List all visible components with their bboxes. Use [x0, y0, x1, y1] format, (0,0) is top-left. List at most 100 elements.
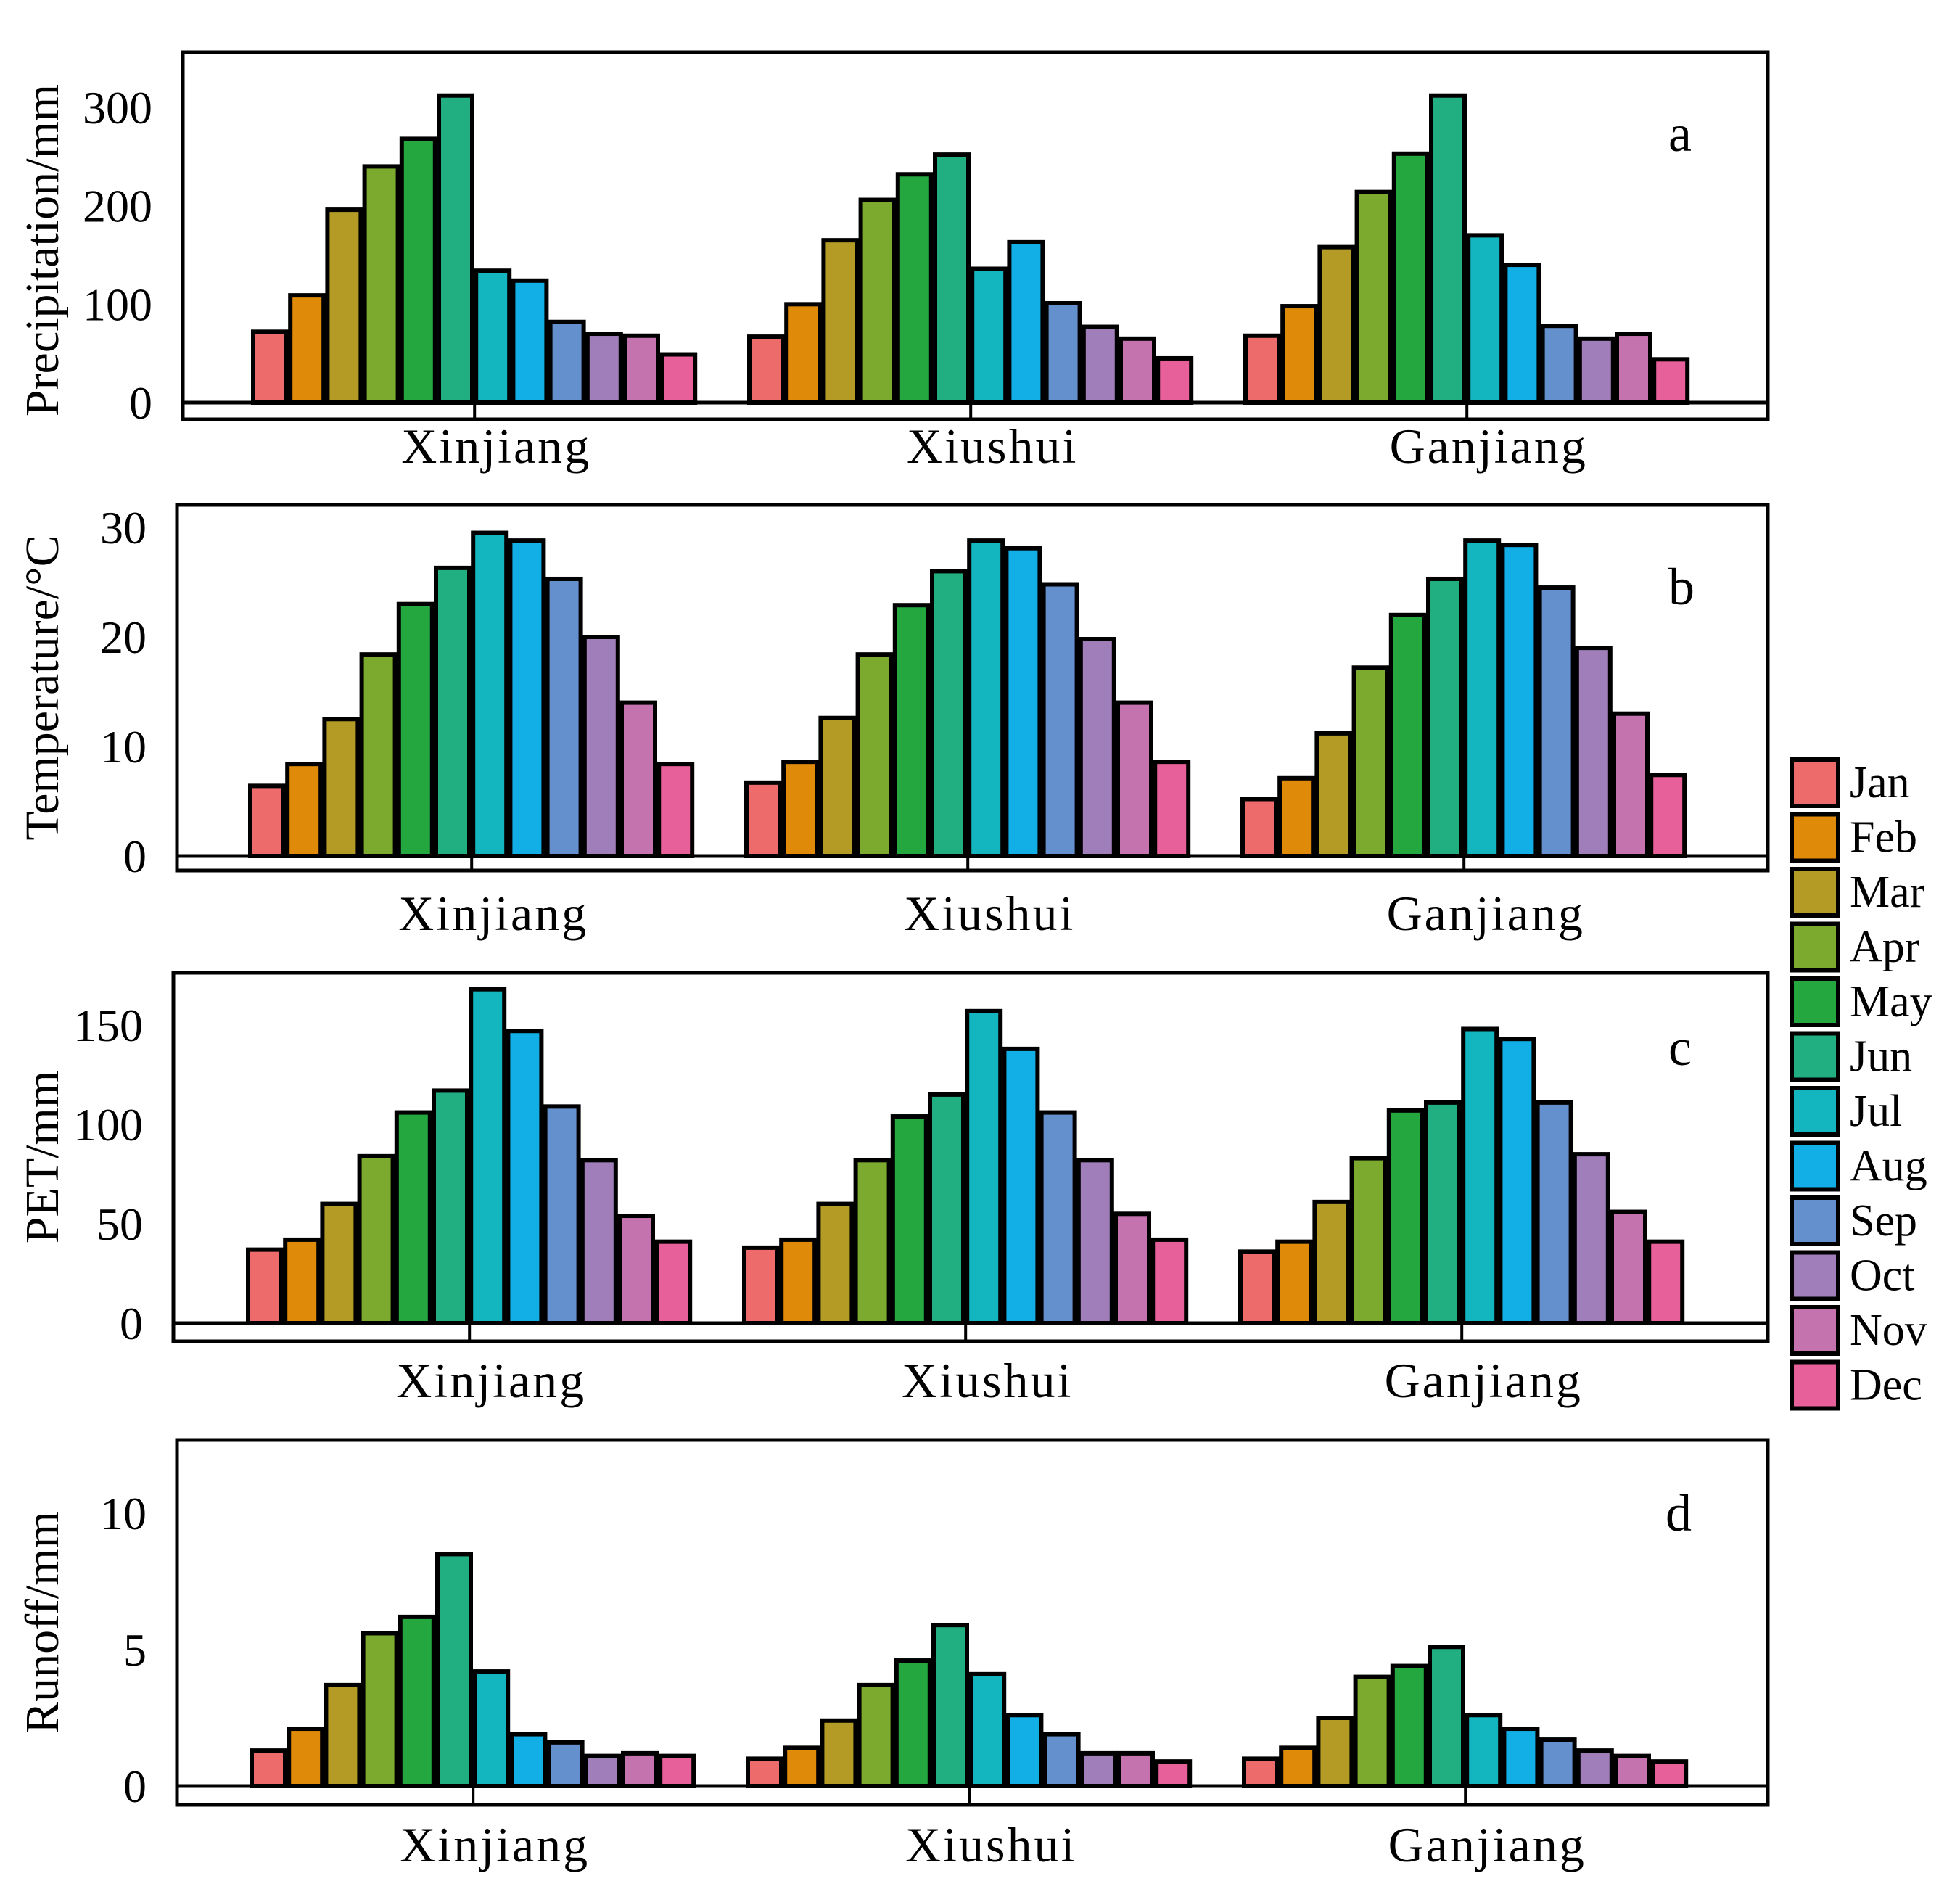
bar-xinjiang-mar — [324, 1682, 362, 1788]
bar-xiushui-nov — [1117, 1750, 1155, 1788]
bar-xiushui-sep — [1041, 582, 1079, 859]
bar-xiushui-dec — [1154, 1759, 1193, 1788]
bar-xinjiang-mar — [325, 207, 363, 405]
bar-ganjiang-nov — [1610, 1209, 1647, 1326]
y-tick-label: 10 — [100, 721, 147, 773]
bar-xinjiang-apr — [361, 1631, 399, 1788]
y-tick-label: 150 — [73, 1000, 143, 1051]
panel-a: 0 100 200 300 Xinjiang Xiushui Ganjiang Precipi… — [16, 50, 1770, 474]
bar-xiushui-oct — [1081, 324, 1119, 405]
bar-xiushui-may — [895, 172, 934, 405]
bar-xinjiang-jan — [250, 1748, 287, 1789]
bar-xinjiang-feb — [283, 1237, 321, 1326]
bar-xinjiang-nov — [617, 1214, 655, 1326]
bar-xiushui-jan — [747, 334, 785, 405]
legend-swatch-mar — [1790, 867, 1840, 918]
bar-xiushui-jul — [967, 538, 1005, 858]
legend-swatch-nov — [1790, 1305, 1840, 1356]
y-tick-label: 300 — [83, 82, 152, 133]
plot-frame — [171, 971, 1770, 1343]
legend-label: May — [1850, 977, 1932, 1026]
x-tick-label: Xiushui — [905, 1817, 1076, 1872]
bar-ganjiang-mar — [1312, 1199, 1351, 1325]
bar-ganjiang-may — [1391, 151, 1430, 405]
bar-ganjiang-oct — [1577, 336, 1615, 406]
bar-xinjiang-jun — [435, 1552, 473, 1788]
bar-ganjiang-oct — [1574, 646, 1613, 858]
bar-ganjiang-sep — [1539, 1737, 1577, 1789]
bar-xinjiang-jul — [474, 268, 512, 405]
legend-swatch-aug — [1790, 1140, 1840, 1192]
bar-ganjiang-aug — [1498, 1037, 1536, 1326]
bar-xinjiang-sep — [548, 319, 586, 405]
bar-ganjiang-feb — [1275, 1239, 1314, 1326]
bar-xinjiang-aug — [506, 1029, 544, 1325]
bar-ganjiang-jul — [1461, 1026, 1499, 1325]
bar-xinjiang-nov — [622, 333, 660, 406]
bar-xinjiang-dec — [658, 1753, 696, 1788]
legend-label: Sep — [1850, 1196, 1917, 1246]
bar-ganjiang-may — [1388, 612, 1427, 858]
bar-xiushui-mar — [818, 715, 857, 858]
bar-xiushui-sep — [1039, 1110, 1077, 1326]
bar-xinjiang-jun — [437, 93, 474, 405]
y-tick-label: 10 — [100, 1488, 147, 1539]
bar-xiushui-dec — [1150, 1237, 1189, 1326]
bar-xiushui-oct — [1079, 1750, 1118, 1788]
bar-xiushui-may — [894, 1658, 932, 1789]
plot-frame — [181, 50, 1770, 421]
bar-xiushui-apr — [853, 1158, 892, 1325]
bar-ganjiang-may — [1390, 1663, 1428, 1789]
panel-letter: b — [1668, 558, 1695, 616]
bar-ganjiang-sep — [1540, 324, 1578, 405]
panel-letter: c — [1668, 1018, 1692, 1077]
bar-xinjiang-aug — [511, 278, 549, 406]
bar-xinjiang-may — [399, 136, 437, 405]
y-tick-label: 200 — [83, 181, 152, 232]
legend-label: Apr — [1850, 923, 1920, 972]
bar-xiushui-feb — [781, 760, 820, 859]
bar-ganjiang-jun — [1429, 93, 1467, 405]
y-tick-label: 0 — [123, 831, 147, 882]
legend-label: Mar — [1850, 868, 1925, 917]
bar-xiushui-may — [892, 603, 931, 859]
bar-xinjiang-sep — [545, 576, 583, 858]
bar-xinjiang-may — [396, 601, 435, 858]
plot-frame — [175, 503, 1770, 873]
bar-xinjiang-oct — [580, 1158, 618, 1325]
legend-label: Jul — [1850, 1087, 1902, 1136]
legend-swatch-dec — [1790, 1359, 1840, 1411]
bar-ganjiang-jan — [1242, 1756, 1280, 1788]
legend-label: Feb — [1850, 813, 1917, 863]
bar-ganjiang-dec — [1649, 773, 1687, 859]
x-tick-label: Ganjiang — [1387, 886, 1585, 941]
panel-c: 0 50 100 150 Xinjiang Xiushui Ganjiang PET/mm c — [16, 971, 1770, 1408]
bar-xiushui-jul — [968, 1671, 1007, 1789]
legend-swatch-oct — [1790, 1250, 1840, 1301]
bar-ganjiang-jan — [1243, 333, 1281, 406]
y-axis-label: PET/mm — [16, 1071, 69, 1243]
bar-ganjiang-jun — [1428, 1645, 1465, 1788]
bar-xiushui-feb — [784, 302, 823, 406]
y-tick-label: 100 — [73, 1099, 143, 1151]
panel-d: 0 5 10 Xinjiang Xiushui Ganjiang Runoff/mm d — [16, 1438, 1770, 1872]
bar-xiushui-apr — [857, 1682, 895, 1788]
bar-ganjiang-sep — [1535, 1100, 1573, 1325]
x-tick-label: Xinjiang — [400, 1817, 590, 1872]
bar-xinjiang-mar — [320, 1201, 358, 1325]
x-tick-label: Xinjiang — [398, 886, 588, 941]
bar-xiushui-feb — [783, 1745, 821, 1789]
bar-xiushui-sep — [1042, 1732, 1081, 1789]
bar-ganjiang-jan — [1240, 797, 1278, 858]
bar-xinjiang-feb — [285, 762, 324, 859]
bar-xinjiang-feb — [288, 293, 326, 405]
panel-letter: a — [1668, 104, 1692, 162]
bar-xiushui-apr — [858, 197, 897, 405]
bar-xiushui-jun — [933, 152, 971, 405]
y-axis-label: Temperature/°C — [16, 535, 69, 840]
bar-ganjiang-oct — [1572, 1152, 1610, 1325]
x-tick-label: Xiushui — [902, 1353, 1073, 1408]
bar-xiushui-jun — [931, 1623, 969, 1788]
bar-ganjiang-nov — [1613, 1753, 1651, 1788]
bar-xiushui-jan — [742, 1245, 780, 1326]
